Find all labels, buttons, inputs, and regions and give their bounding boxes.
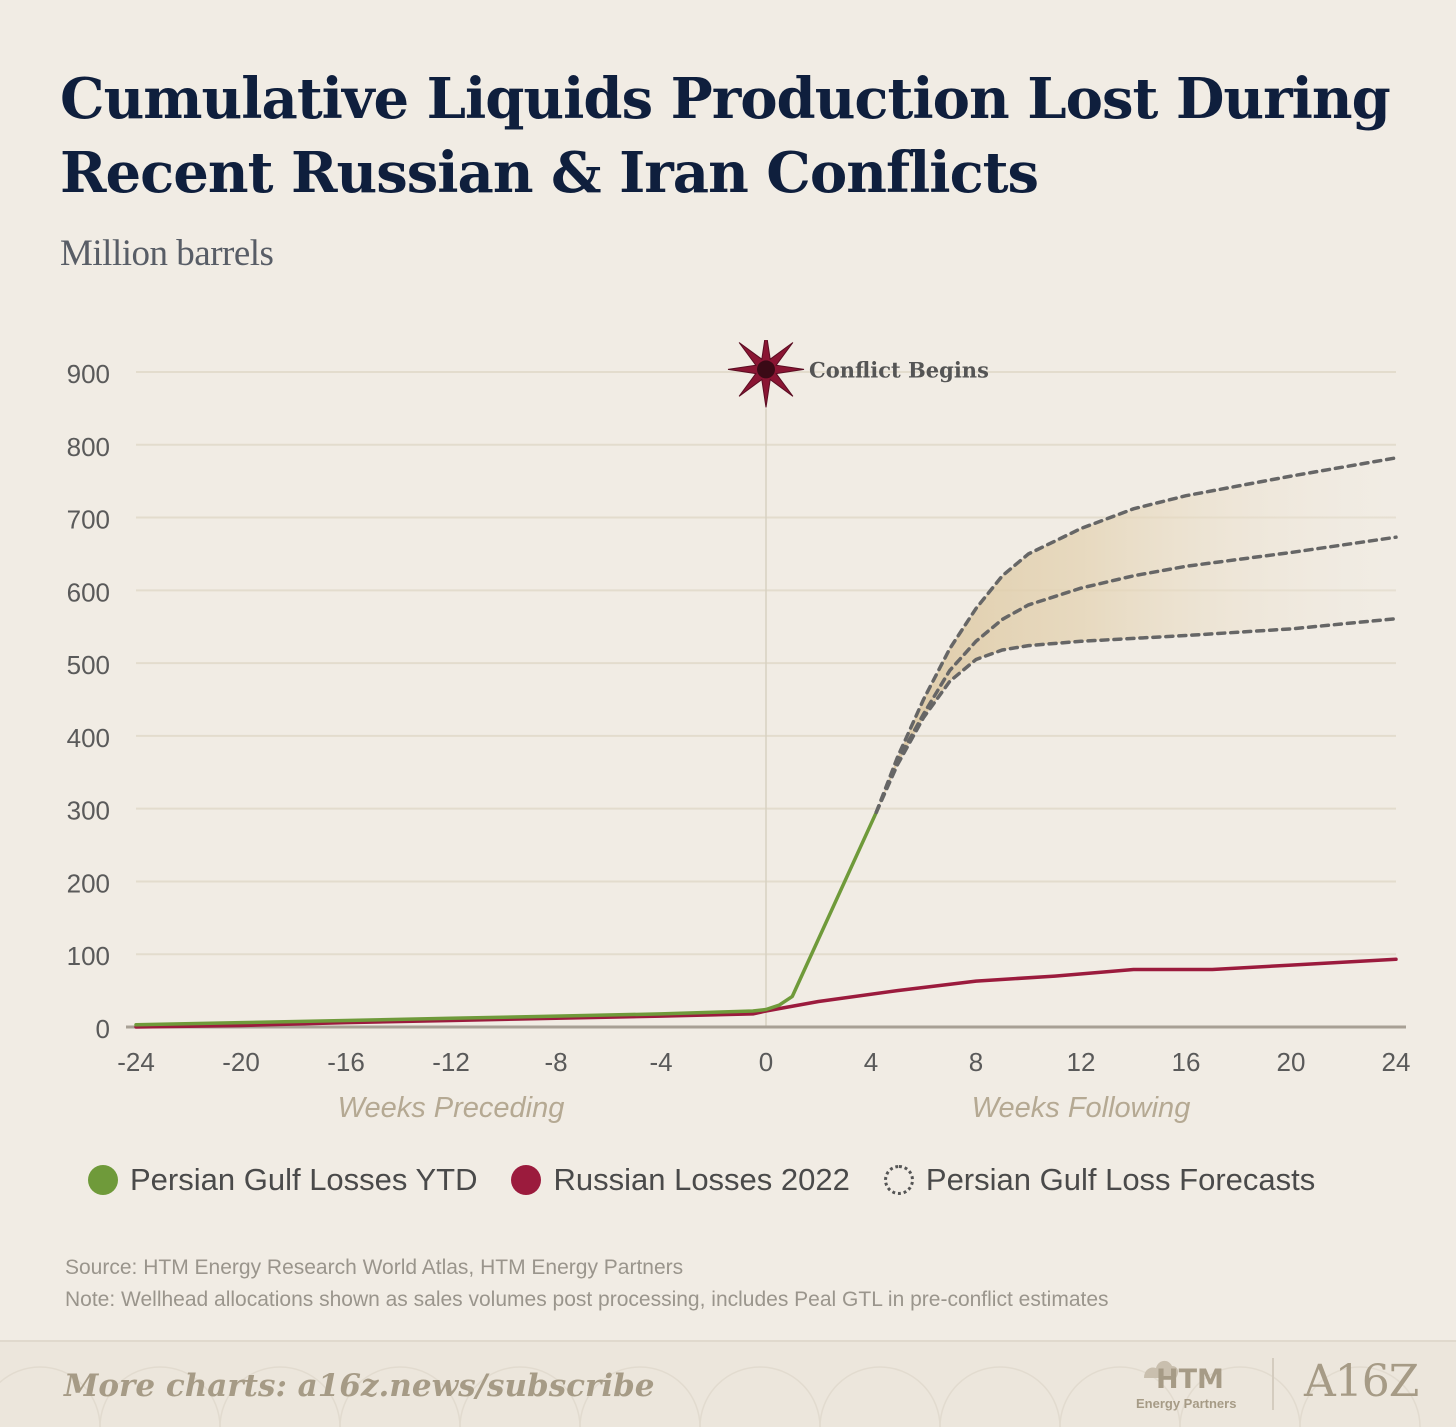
x-tick-label: -4 xyxy=(649,1047,672,1077)
x-tick-label: -8 xyxy=(544,1047,567,1077)
legend: Persian Gulf Losses YTD Russian Losses 2… xyxy=(88,1158,1349,1202)
legend-label: Persian Gulf Loss Forecasts xyxy=(925,1162,1316,1197)
htm-logo: HTM Energy Partners xyxy=(1134,1352,1246,1412)
legend-swatch-persian-gulf xyxy=(88,1165,118,1195)
y-tick-label: 500 xyxy=(67,650,110,680)
y-tick-label: 0 xyxy=(96,1014,110,1044)
x-tick-label: 12 xyxy=(1067,1047,1096,1077)
x-tick-label: 16 xyxy=(1172,1047,1201,1077)
series-layer xyxy=(134,456,1398,1029)
series-russian-losses-line xyxy=(134,957,1398,1029)
grid-layer xyxy=(136,371,1396,1027)
series-forecast-line-1 xyxy=(874,456,1398,815)
series-persian-gulf-line xyxy=(134,810,879,1027)
y-tick-label: 800 xyxy=(67,432,110,462)
x-tick-label: 20 xyxy=(1277,1047,1306,1077)
x-tick-label: 8 xyxy=(969,1047,983,1077)
footer-pattern xyxy=(0,1366,1421,1427)
y-tick-label: 300 xyxy=(67,796,110,826)
legend-item-persian-gulf: Persian Gulf Losses YTD xyxy=(88,1162,477,1198)
x-tick-label: 0 xyxy=(759,1047,773,1077)
note-text: Note: Wellhead allocations shown as sale… xyxy=(65,1288,1109,1311)
y-tick-label: 100 xyxy=(67,941,110,971)
a16z-logo: A16Z xyxy=(1304,1356,1419,1407)
y-tick-label: 700 xyxy=(67,505,110,535)
annotation-layer: Conflict Begins xyxy=(727,340,989,408)
htm-logo-sub: Energy Partners xyxy=(1136,1396,1237,1411)
x-tick-label: -20 xyxy=(222,1047,260,1077)
htm-logo-text: HTM xyxy=(1156,1364,1224,1395)
footer: More charts: a16z.news/subscribe HTM Ene… xyxy=(0,1340,1456,1427)
y-tick-label: 200 xyxy=(67,868,110,898)
source-text: Source: HTM Energy Research World Atlas,… xyxy=(65,1256,684,1279)
legend-item-russian: Russian Losses 2022 xyxy=(511,1162,850,1198)
chart-title: Cumulative Liquids Production Lost Durin… xyxy=(60,66,1391,206)
forecast-band-layer xyxy=(876,457,1396,813)
y-tick-label: 600 xyxy=(67,577,110,607)
series-forecast-line-2 xyxy=(874,535,1398,815)
x-group-label-following: Weeks Following xyxy=(972,1092,1191,1124)
series-forecast-line-3 xyxy=(874,616,1398,815)
x-tick-label: 24 xyxy=(1382,1047,1411,1077)
x-tick-label: -12 xyxy=(432,1047,470,1077)
chart-subtitle: Million barrels xyxy=(60,233,274,274)
forecast-band xyxy=(876,457,1396,813)
x-tick-label: 4 xyxy=(864,1047,878,1077)
logo-divider xyxy=(1272,1358,1274,1410)
x-tick-label: -24 xyxy=(117,1047,155,1077)
legend-label: Russian Losses 2022 xyxy=(553,1162,850,1197)
subscribe-link[interactable]: More charts: a16z.news/subscribe xyxy=(64,1368,655,1404)
conflict-star-center xyxy=(757,360,775,379)
conflict-annotation-label: Conflict Begins xyxy=(809,357,989,382)
legend-item-forecast: Persian Gulf Loss Forecasts xyxy=(883,1162,1316,1198)
x-group-label-preceding: Weeks Preceding xyxy=(338,1092,565,1124)
y-tick-label: 400 xyxy=(67,723,110,753)
legend-swatch-russian xyxy=(511,1165,542,1195)
legend-label: Persian Gulf Losses YTD xyxy=(130,1162,478,1197)
x-tick-label: -16 xyxy=(327,1047,365,1077)
legend-swatch-forecast xyxy=(883,1165,914,1195)
y-tick-label: 900 xyxy=(67,359,110,389)
htm-cloud-icon xyxy=(1144,1360,1179,1378)
source-notes: Source: HTM Energy Research World Atlas,… xyxy=(65,1252,1109,1316)
